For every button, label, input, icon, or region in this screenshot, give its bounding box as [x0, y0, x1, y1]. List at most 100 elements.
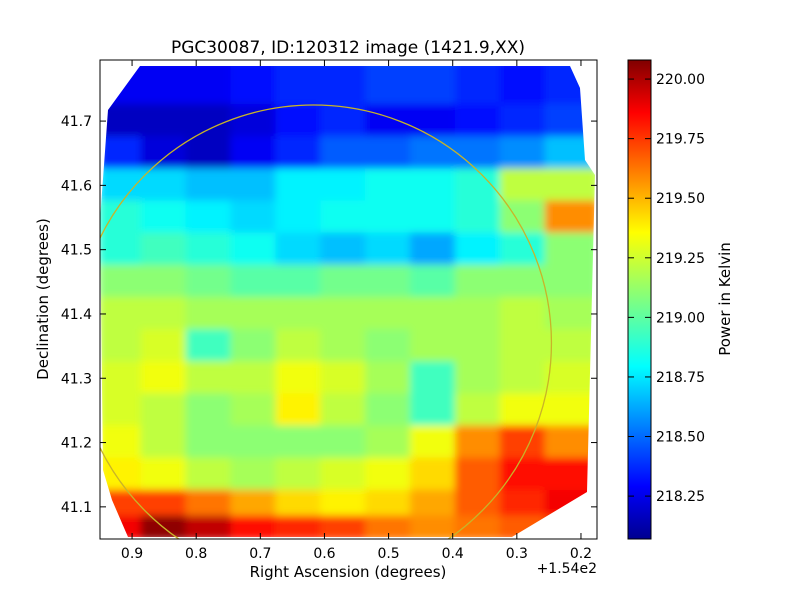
heatmap-cell: [275, 136, 323, 171]
heatmap-cell: [320, 264, 368, 299]
heatmap-cell: [140, 232, 188, 267]
heatmap-cell: [320, 489, 368, 518]
heatmap-cell: [454, 200, 502, 235]
colorbar-tick-label: 219.25: [656, 251, 705, 267]
heatmap-cell: [100, 264, 143, 299]
heatmap-cell: [365, 489, 413, 518]
heatmap-cell: [499, 168, 547, 203]
y-axis-label: Declination (degrees): [34, 218, 52, 380]
colorbar-tick-label: 219.00: [656, 310, 705, 326]
heatmap-cell: [410, 515, 457, 537]
heatmap-cell: [140, 329, 188, 364]
x-tick-label: 0.7: [249, 546, 271, 562]
heatmap-cell: [230, 457, 278, 492]
heatmap-cell: [140, 425, 188, 460]
x-tick-label: 0.8: [185, 546, 207, 562]
heatmap-cell: [544, 393, 595, 428]
heatmap-cell: [230, 329, 278, 364]
heatmap-cell: [410, 232, 457, 267]
heatmap-cell: [544, 232, 595, 267]
heatmap-cell: [275, 329, 323, 364]
heatmap-cell: [185, 393, 233, 428]
heatmap-cell: [544, 329, 595, 364]
heatmap-cell: [185, 296, 233, 332]
heatmap-cell: [454, 425, 502, 460]
heatmap-cell: [185, 104, 233, 139]
heatmap-cell: [185, 515, 233, 537]
colorbar-tick-label: 218.25: [656, 489, 705, 505]
heatmap-cell: [365, 515, 413, 537]
heatmap-cell: [230, 264, 278, 299]
heatmap-cell: [365, 393, 413, 428]
heatmap-cell: [185, 329, 233, 364]
heatmap-cell: [454, 296, 502, 332]
heatmap-cell: [275, 200, 323, 235]
heatmap-cell: [410, 489, 457, 518]
heatmap-cell: [454, 393, 502, 428]
heatmap-cell: [454, 361, 502, 396]
heatmap-cell: [275, 361, 323, 396]
heatmap-cell: [230, 425, 278, 460]
heatmap-cell: [100, 457, 143, 492]
heatmap-cell: [140, 457, 188, 492]
heatmap-cell: [140, 393, 188, 428]
y-tick-label: 41.6: [61, 178, 92, 194]
beam-circle: [100, 104, 553, 539]
colorbar-gradient: [627, 59, 652, 540]
heatmap-cell: [100, 232, 143, 267]
heatmap-cell: [499, 66, 547, 107]
heatmap-cell: [320, 136, 368, 171]
heatmap-cell: [365, 329, 413, 364]
plot-frame: [99, 59, 598, 540]
heatmap-cell: [275, 425, 323, 460]
y-tick-label: 41.2: [61, 436, 92, 452]
heatmap-cell: [499, 393, 547, 428]
heatmap-cell: [100, 489, 143, 518]
heatmap-cell: [185, 264, 233, 299]
heatmap-cell: [454, 136, 502, 171]
heatmap-cell: [365, 66, 413, 107]
heatmap-cell: [230, 361, 278, 396]
heatmap-cell: [499, 104, 547, 139]
heatmap-cell: [410, 329, 457, 364]
heatmap-cell: [499, 329, 547, 364]
colorbar-tick-label: 219.75: [656, 132, 705, 148]
heatmap-cell: [230, 393, 278, 428]
heatmap-cell: [100, 425, 143, 460]
y-tick-label: 41.4: [61, 307, 92, 323]
colorbar-tick-label: 218.50: [656, 430, 705, 446]
chart-title: PGC30087, ID:120312 image (1421.9,XX): [171, 38, 525, 58]
y-tick-label: 41.1: [61, 500, 92, 516]
heatmap-cell: [140, 489, 188, 518]
heatmap-cell: [454, 104, 502, 139]
heatmap-cell: [365, 264, 413, 299]
heatmap-cell: [140, 168, 188, 203]
y-tick-label: 41.3: [61, 371, 92, 387]
heatmap-cell: [454, 515, 502, 537]
heatmap-image: [100, 66, 595, 537]
heatmap-cell: [275, 393, 323, 428]
heatmap-cell: [275, 457, 323, 492]
heatmap-cell: [185, 66, 233, 107]
heatmap-cell: [275, 104, 323, 139]
heatmap-cell: [499, 136, 547, 171]
heatmap-cell: [410, 425, 457, 460]
heatmap-cell: [230, 136, 278, 171]
heatmap-cell: [185, 425, 233, 460]
heatmap-cell: [320, 329, 368, 364]
heatmap-cell: [275, 296, 323, 332]
heatmap-cell: [499, 296, 547, 332]
x-tick-label: 0.9: [121, 546, 143, 562]
heatmap-cell: [365, 232, 413, 267]
heatmap-cell: [410, 393, 457, 428]
heatmap-cell: [365, 457, 413, 492]
heatmap-cell: [454, 457, 502, 492]
heatmap-cell: [454, 66, 502, 107]
heatmap-cell: [454, 489, 502, 518]
heatmap-cell: [100, 296, 143, 332]
heatmap-cell: [230, 515, 278, 537]
heatmap-cell: [140, 136, 188, 171]
colorbar-label: Power in Kelvin: [716, 242, 734, 356]
heatmap-cell: [100, 329, 143, 364]
heatmap-cell: [230, 232, 278, 267]
